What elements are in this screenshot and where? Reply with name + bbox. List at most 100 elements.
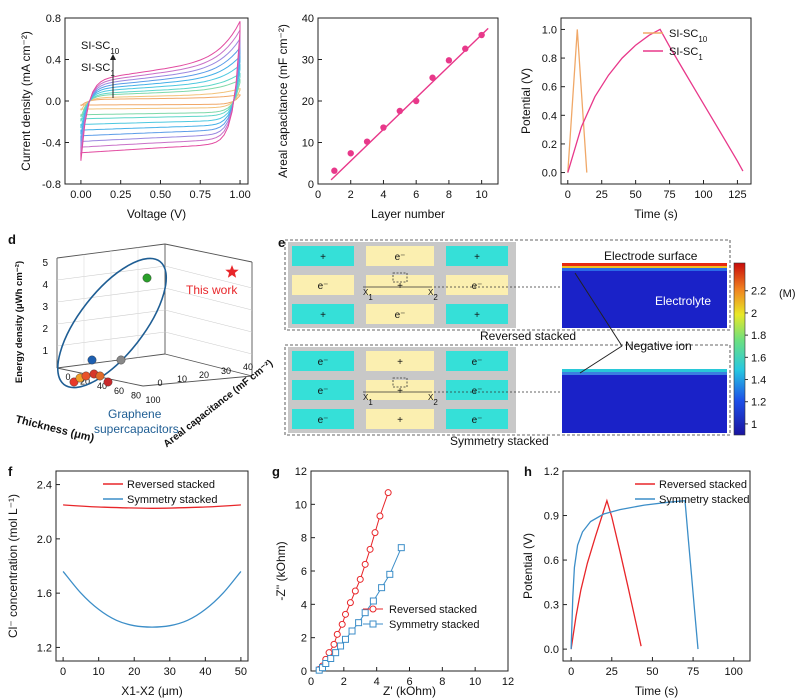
thickness-tick-label: 20 [80,377,90,387]
thickness-tick-label: 80 [131,390,141,400]
electrode-cell [446,275,508,295]
panel-letter-e: e [278,235,285,250]
thickness-tick-label: 100 [145,395,160,405]
y-tick-label: 2.4 [37,480,52,492]
cell-sign-label: + [474,310,480,321]
y-tick-label: 0.4 [46,55,61,67]
legend-label: Reversed stacked [127,479,215,491]
data-point [396,107,404,115]
x-tick-label: 6 [413,189,419,201]
grid-line [164,309,253,333]
electrode-cell [446,380,508,400]
data-point [378,584,386,592]
y-tick-label: 0.6 [544,555,559,567]
cv-curve [80,54,241,135]
x-tick-label: 0.50 [150,189,171,201]
x-axis-label: Voltage (V) [127,207,186,221]
x-tick-label: 0 [315,189,321,201]
data-point [371,529,379,537]
y-axis-label: Potential (V) [521,533,535,599]
z-tick-label: 3 [42,302,48,313]
plot-g: 0 2 4 6 8 10 12 0 2 4 6 8 10 12 g Reversed stacked Symme… [272,464,514,698]
cv-curve [80,63,241,129]
frame-reversed [284,239,731,331]
cv-curve [80,37,241,148]
electrode-cell [366,275,434,295]
y-tick-label: 2.0 [37,534,52,546]
data-point [332,649,340,657]
cell-sign-label: + [397,357,403,368]
thickness-tick-label: 0 [65,372,70,382]
x-axis-label: Time (s) [635,684,679,698]
y-tick-label: 1.2 [37,642,52,654]
y-tick-label: 0 [301,666,307,678]
electrode-cell [366,304,434,324]
x-axis-label: Time (s) [634,207,678,221]
x-tick-label: 50 [235,666,247,678]
y-tick-label: 10 [295,499,307,511]
cv-curve [80,94,241,107]
linear-fit-line [330,27,489,181]
y-tick-label: 4 [301,599,307,611]
data-point [355,619,363,627]
cv-curve [80,78,241,118]
y-tick-label: 2 [301,633,307,645]
y-tick-label: 0.0 [542,168,557,180]
x-tick-label: 75 [687,666,699,678]
y-tick-label: 0.0 [544,644,559,656]
y-tick-label: 8 [301,533,307,545]
legend-label-si-sc10: SI-SC10 [669,28,708,44]
cell-sign-label: + [320,252,326,263]
grid-line [164,331,253,355]
x-tick-label: 0.00 [70,189,91,201]
x-tick-label: 10 [469,676,481,688]
z-tick-label: 5 [42,258,48,269]
y-tick-label: 0.6 [542,82,557,94]
y-tick-label: 0.8 [46,13,61,25]
z-axis-label: Energy density (μWh cm⁻²) [14,261,25,383]
surface-symmetry-band-2 [562,372,727,375]
series-line [567,29,588,173]
x-tick-label: 40 [199,666,211,678]
y-tick-label: 0.2 [542,139,557,151]
series-line [567,28,744,173]
z-tick-label: 1 [42,346,48,357]
plot-frame [562,470,751,662]
x-tick-label: 50 [646,666,658,678]
x2-label: X2 [428,393,438,407]
data-point [376,512,384,520]
plot-f: 0 10 20 30 40 50 1.2 1.6 2.0 2.4 f Reversed stacked… [6,464,249,698]
colorbar-tick-label: 1.4 [751,375,766,387]
y-axis-label: Current density (mA cm⁻²) [19,31,33,171]
colorbar [733,262,746,436]
data-point [397,544,405,552]
data-point [361,560,369,568]
cell-sign-label: e⁻ [472,357,483,368]
surface-low-band [562,268,727,271]
y-tick-label: 12 [295,466,307,478]
x-tick-label: 2 [348,189,354,201]
data-point [333,630,341,638]
concentration-map-symmetry [562,370,727,433]
electrode-cell [366,409,434,429]
plot-d: d 1 2 3 4 5 0 20 40 60 80 100 0 10 20 30 40 This work Grap… [8,232,275,450]
label-negative-ion: Negative ion [625,339,692,353]
series-line [62,570,242,628]
legend-label: Symmetry stacked [659,494,749,506]
box-edge [164,353,253,377]
electrode-cell [446,246,508,266]
data-sphere [87,355,97,365]
electrode-cell [446,351,508,371]
grid-line [164,287,253,311]
series-line [570,498,642,650]
plot-b: 0 2 4 6 8 10 0 10 20 30 40 Layer number Areal capaci… [276,13,499,221]
y-tick-label: 1.0 [542,24,557,36]
data-point [341,610,349,618]
plot-frame [310,470,509,672]
panel-letter-h: h [524,464,532,479]
electrode-cell [366,246,434,266]
x-axis-label: Layer number [371,207,445,221]
data-point [331,167,338,174]
areal-tick-label: 0 [157,378,162,388]
plot-h: 0 25 50 75 100 0.0 0.3 0.6 0.9 1.2 h Reversed stack… [521,464,751,698]
